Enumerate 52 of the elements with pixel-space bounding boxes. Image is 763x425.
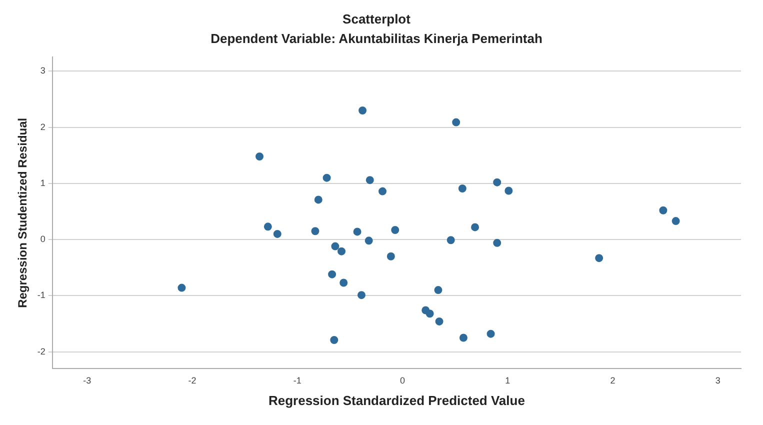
x-tick-label: 2 xyxy=(610,375,616,386)
point xyxy=(340,278,348,287)
point xyxy=(471,223,480,232)
y-tick-label: -2 xyxy=(37,346,46,356)
chart-subtitle: Dependent Variable: Akuntabilitas Kinerja Pemerintah xyxy=(210,30,542,46)
point xyxy=(331,242,340,250)
point xyxy=(434,286,442,294)
point xyxy=(314,196,322,204)
point xyxy=(264,222,272,231)
x-axis-title: Regression Standardized Predicted Value xyxy=(268,392,525,408)
point xyxy=(659,206,668,214)
point xyxy=(311,227,320,236)
point xyxy=(459,334,468,342)
point xyxy=(446,236,455,244)
y-tick-label: 1 xyxy=(40,178,46,188)
point xyxy=(364,236,373,245)
point xyxy=(386,252,395,260)
point xyxy=(358,106,367,115)
point xyxy=(322,174,331,182)
point xyxy=(493,238,502,247)
x-tick-label: -2 xyxy=(188,375,196,386)
point xyxy=(353,228,362,236)
point xyxy=(458,184,466,192)
y-tick-label: -1 xyxy=(37,290,46,300)
point xyxy=(435,317,444,326)
point xyxy=(493,178,502,186)
point xyxy=(338,247,346,256)
point xyxy=(486,330,495,338)
point xyxy=(595,254,604,262)
point xyxy=(328,270,336,278)
x-tick-label: 1 xyxy=(505,375,510,386)
point xyxy=(391,226,400,234)
point xyxy=(256,152,264,161)
x-tick-label: 0 xyxy=(400,375,405,386)
x-tick-label: 3 xyxy=(715,375,720,386)
point xyxy=(178,284,186,292)
point xyxy=(357,291,366,300)
point xyxy=(426,310,434,318)
y-tick-label: 3 xyxy=(40,66,46,76)
point xyxy=(273,230,282,238)
y-axis-title: Regression Studentized Residual xyxy=(16,118,30,308)
x-tick-label: -3 xyxy=(83,375,92,386)
y-tick-label: 0 xyxy=(40,234,46,244)
point xyxy=(366,176,374,184)
point xyxy=(452,118,460,126)
point xyxy=(330,336,338,344)
point xyxy=(672,217,680,226)
y-tick-label: 2 xyxy=(40,122,46,132)
point xyxy=(504,186,513,195)
chart-title: Scatterplot xyxy=(342,11,412,26)
x-tick-label: -1 xyxy=(293,375,302,386)
point xyxy=(378,187,387,196)
